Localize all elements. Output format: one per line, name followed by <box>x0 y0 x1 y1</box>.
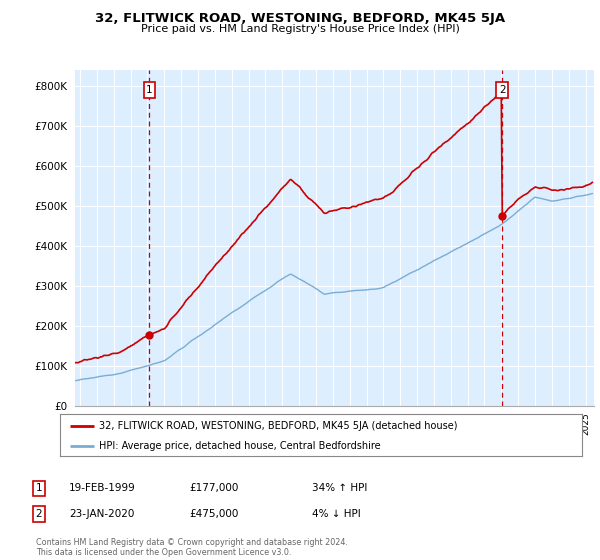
Text: 34% ↑ HPI: 34% ↑ HPI <box>312 483 367 493</box>
Text: 32, FLITWICK ROAD, WESTONING, BEDFORD, MK45 5JA (detached house): 32, FLITWICK ROAD, WESTONING, BEDFORD, M… <box>99 421 458 431</box>
Text: 23-JAN-2020: 23-JAN-2020 <box>69 509 134 519</box>
Text: £475,000: £475,000 <box>189 509 238 519</box>
Text: 19-FEB-1999: 19-FEB-1999 <box>69 483 136 493</box>
Text: 2: 2 <box>499 85 505 95</box>
Text: 2: 2 <box>35 509 43 519</box>
Text: Price paid vs. HM Land Registry's House Price Index (HPI): Price paid vs. HM Land Registry's House … <box>140 24 460 34</box>
Text: 1: 1 <box>35 483 43 493</box>
Text: 4% ↓ HPI: 4% ↓ HPI <box>312 509 361 519</box>
Text: £177,000: £177,000 <box>189 483 238 493</box>
Text: Contains HM Land Registry data © Crown copyright and database right 2024.
This d: Contains HM Land Registry data © Crown c… <box>36 538 348 557</box>
Text: 32, FLITWICK ROAD, WESTONING, BEDFORD, MK45 5JA: 32, FLITWICK ROAD, WESTONING, BEDFORD, M… <box>95 12 505 25</box>
Text: HPI: Average price, detached house, Central Bedfordshire: HPI: Average price, detached house, Cent… <box>99 441 381 451</box>
Text: 1: 1 <box>146 85 153 95</box>
